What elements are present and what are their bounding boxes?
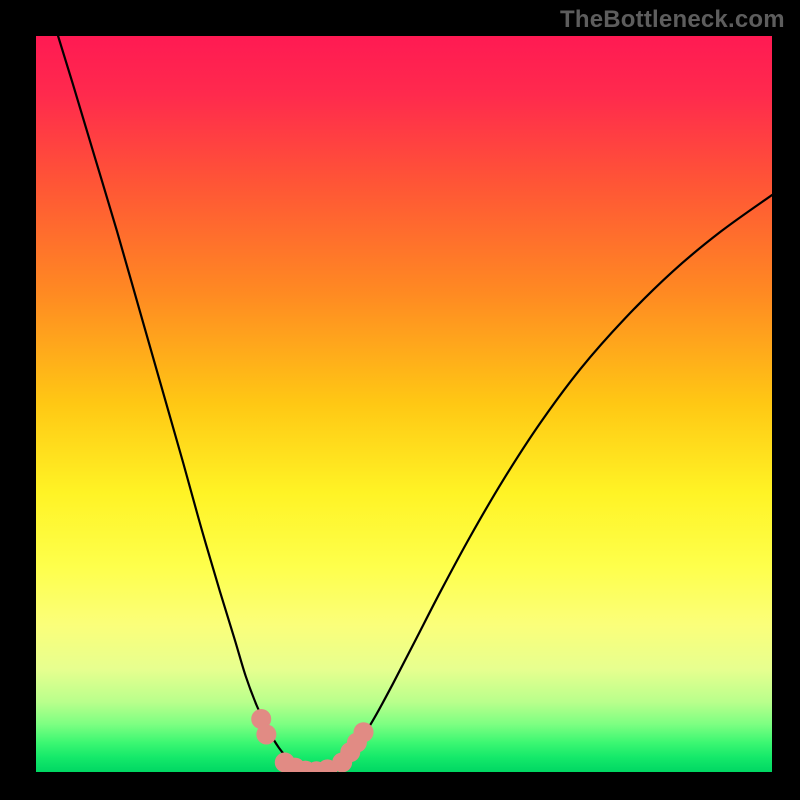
bottleneck-curve	[58, 36, 772, 772]
curve-marker	[354, 722, 374, 742]
plot-area	[36, 36, 772, 772]
chart-overlay	[36, 36, 772, 772]
curve-marker	[256, 724, 276, 744]
chart-stage: TheBottleneck.com	[0, 0, 800, 800]
curve-markers	[251, 709, 373, 772]
watermark-text: TheBottleneck.com	[560, 6, 785, 34]
